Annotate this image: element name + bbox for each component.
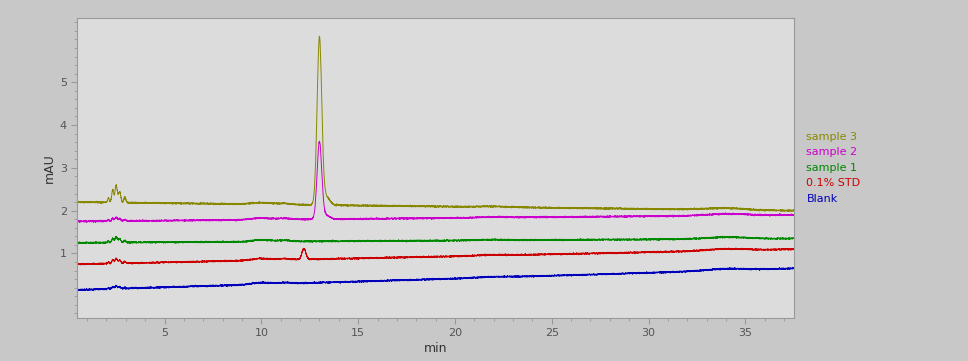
X-axis label: min: min [424,342,447,355]
sample 2 [788,213,800,217]
0.1% STD [75,263,86,267]
sample 2 [641,214,652,219]
sample 3 [641,208,652,212]
sample 3 [527,206,538,210]
sample 1 [107,236,119,241]
sample 1 [72,240,83,245]
0.1% STD [723,246,735,250]
Blank [527,274,538,279]
sample 2 [331,217,343,221]
0.1% STD [527,252,538,257]
Blank [788,266,800,270]
sample 1 [603,237,615,241]
sample 3 [331,203,343,207]
sample 1 [641,238,652,243]
Y-axis label: mAU: mAU [43,153,56,183]
sample 3 [603,206,615,211]
Blank [73,288,84,293]
sample 1 [527,238,538,242]
sample 2 [90,220,102,225]
Blank [72,287,83,292]
Line: sample 2: sample 2 [77,141,794,222]
sample 2 [72,219,83,223]
sample 1 [717,234,729,238]
sample 2 [314,139,325,143]
Line: sample 3: sample 3 [77,36,794,212]
0.1% STD [641,250,652,255]
sample 3 [107,190,119,195]
Blank [787,265,799,270]
0.1% STD [496,253,507,257]
Line: sample 1: sample 1 [77,236,794,244]
sample 3 [775,209,787,214]
sample 2 [603,215,615,219]
0.1% STD [107,258,119,262]
Blank [331,280,343,284]
0.1% STD [72,262,83,266]
0.1% STD [788,247,800,251]
Blank [641,271,652,275]
sample 1 [86,242,98,246]
sample 3 [314,34,325,38]
Blank [107,285,119,290]
Blank [603,271,615,276]
sample 2 [527,215,538,219]
sample 1 [788,236,800,240]
0.1% STD [603,251,615,255]
Line: 0.1% STD: 0.1% STD [77,248,794,265]
sample 3 [788,208,800,212]
0.1% STD [331,257,343,261]
sample 3 [496,204,507,209]
sample 1 [496,237,507,242]
sample 2 [107,217,119,221]
sample 1 [331,239,343,243]
sample 3 [72,200,83,204]
Blank [496,275,507,279]
Legend: sample 3, sample 2, sample 1, 0.1% STD, Blank: sample 3, sample 2, sample 1, 0.1% STD, … [806,132,861,204]
Line: Blank: Blank [77,268,794,291]
sample 2 [496,215,507,219]
